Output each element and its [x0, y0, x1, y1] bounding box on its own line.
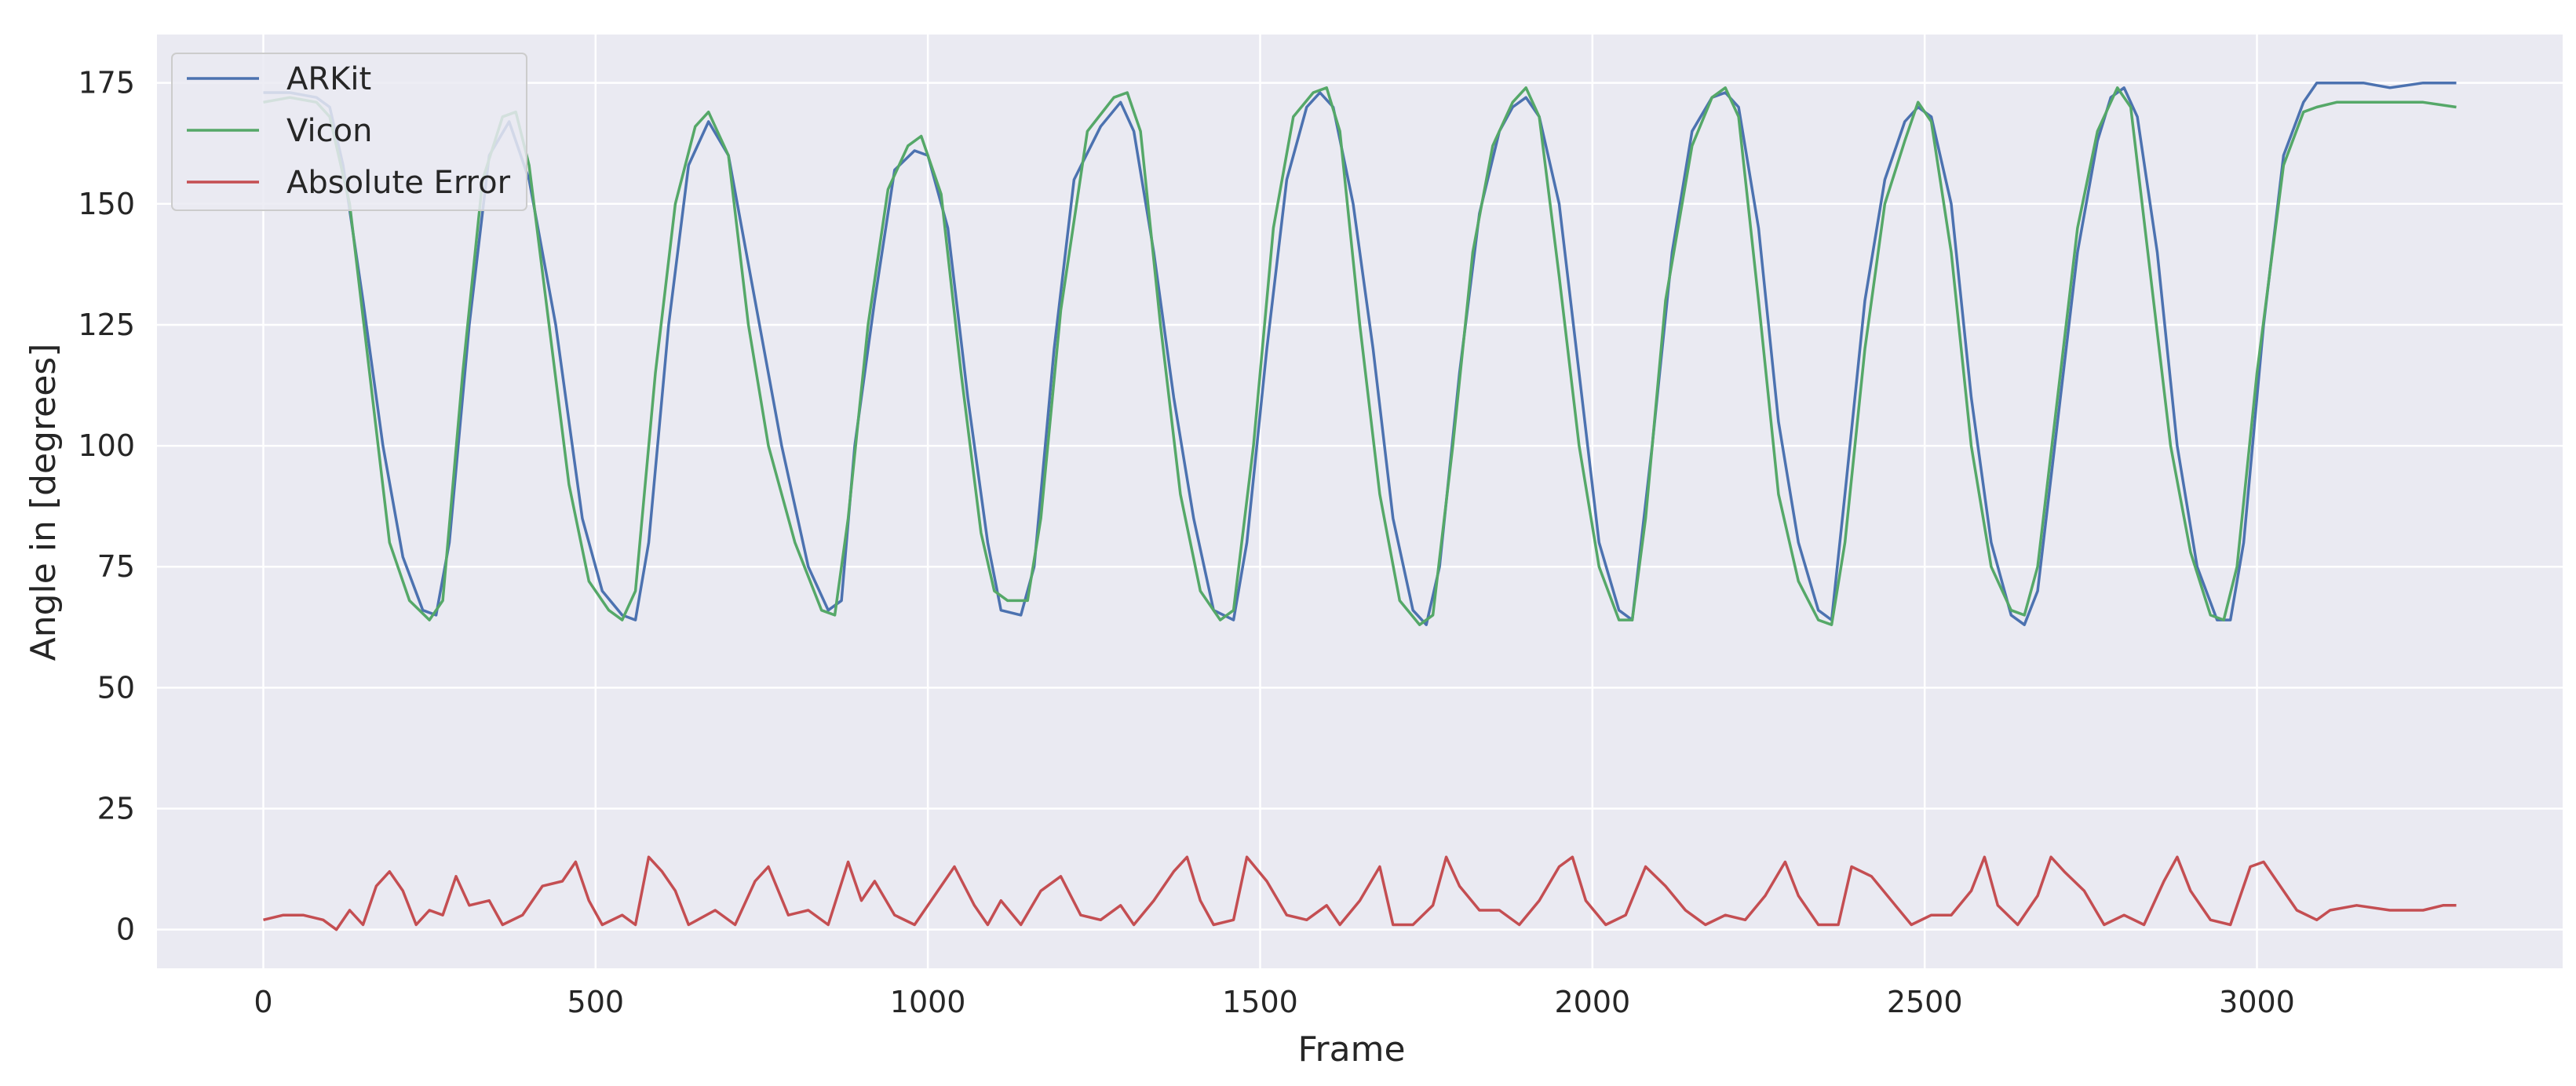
x-tick-label: 1500 — [1222, 985, 1298, 1019]
x-tick-label: 2000 — [1554, 985, 1630, 1019]
x-tick-label: 1000 — [890, 985, 966, 1019]
legend: ARKit Vicon Absolute Error — [171, 53, 527, 211]
plot-area-background — [157, 35, 2563, 968]
y-axis-label: Angle in [degrees] — [24, 344, 64, 661]
x-axis-label: Frame — [1297, 1030, 1405, 1070]
y-tick-label: 75 — [97, 549, 135, 584]
series-line-absolute-error — [263, 855, 2457, 931]
legend-label-arkit: ARKit — [286, 61, 371, 97]
series-lines — [263, 81, 2457, 931]
x-tick-label: 0 — [254, 985, 272, 1019]
y-tick-label: 100 — [78, 428, 135, 463]
series-line-arkit — [263, 81, 2457, 626]
legend-label-absolute-error: Absolute Error — [286, 165, 511, 201]
x-tick-label: 2500 — [1887, 985, 1963, 1019]
y-tick-label: 50 — [97, 670, 135, 705]
y-tick-label: 25 — [97, 792, 135, 826]
y-tick-label: 175 — [78, 66, 135, 100]
y-tick-label: 0 — [116, 913, 135, 947]
y-tick-label: 125 — [78, 308, 135, 342]
x-tick-labels: 0 500 1000 1500 2000 2500 3000 — [254, 985, 2295, 1019]
y-tick-label: 150 — [78, 187, 135, 221]
series-line-vicon — [263, 86, 2457, 626]
x-tick-label: 500 — [567, 985, 625, 1019]
legend-label-vicon: Vicon — [286, 113, 372, 149]
y-tick-labels: 0 25 50 75 100 125 150 175 — [78, 66, 135, 947]
x-tick-label: 3000 — [2219, 985, 2295, 1019]
legend-box — [171, 53, 527, 211]
